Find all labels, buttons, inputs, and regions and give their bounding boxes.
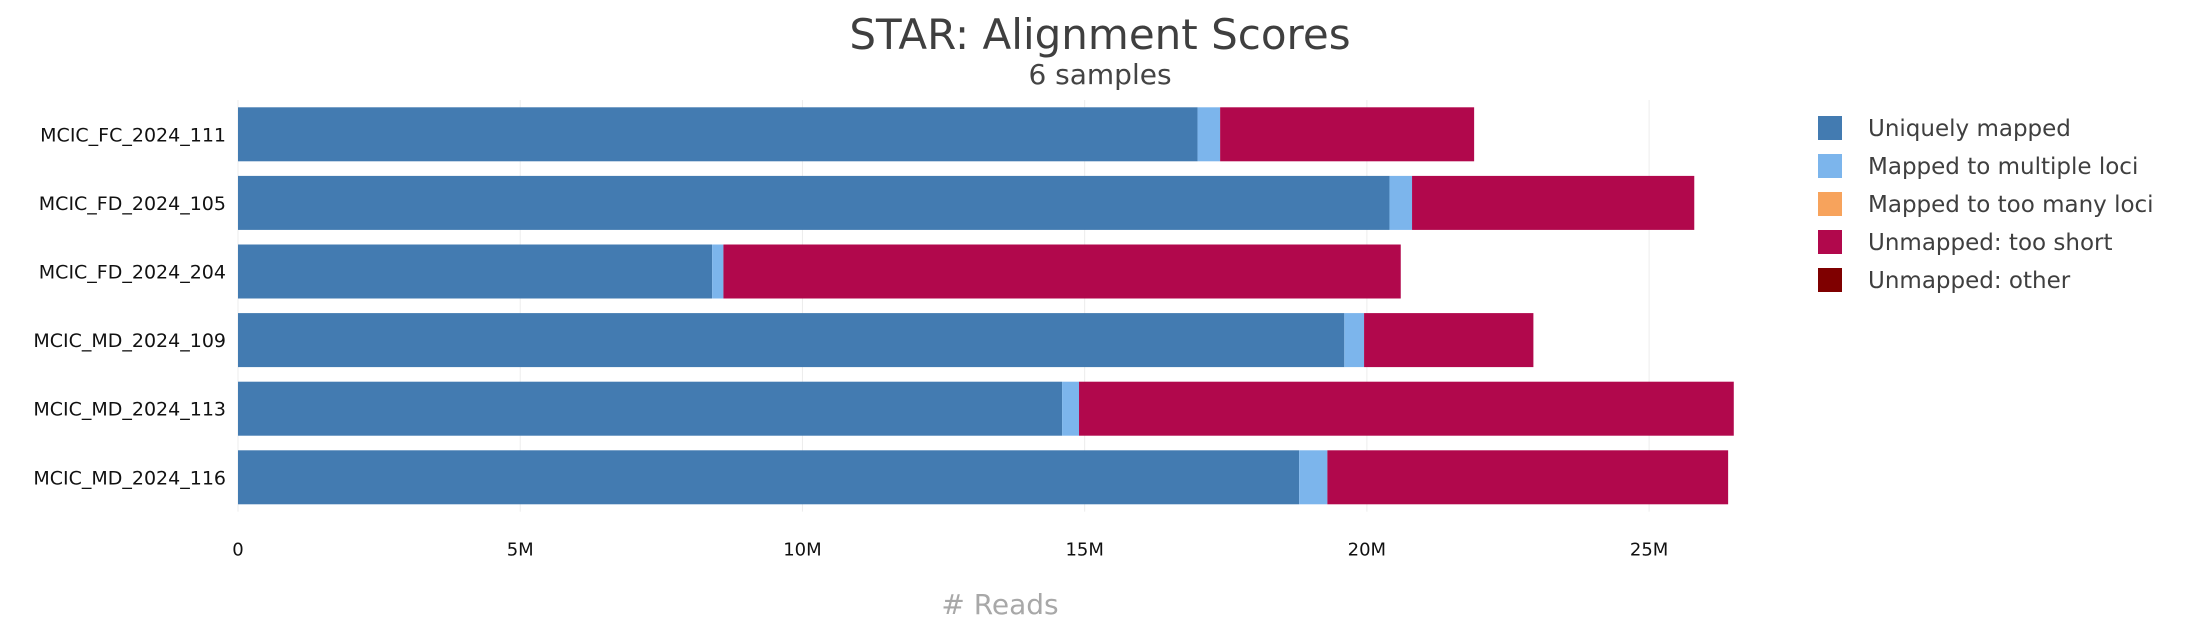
grid-lines — [237, 100, 1650, 512]
legend-item[interactable]: Uniquely mapped — [1818, 116, 2071, 142]
bar-segment[interactable] — [1389, 175, 1413, 230]
y-axis-label: MCIC_FD_2024_204 — [39, 262, 226, 284]
legend-swatch — [1818, 192, 1842, 216]
bar-segment[interactable] — [1344, 313, 1365, 368]
x-tick-label: 10M — [783, 540, 821, 561]
y-axis-labels: MCIC_FC_2024_111 MCIC_FD_2024_105 MCIC_FD_… — [33, 124, 226, 489]
legend-item[interactable]: Unmapped: other — [1818, 268, 2071, 294]
legend-item[interactable]: Unmapped: too short — [1818, 230, 2113, 256]
bar-segment[interactable] — [238, 381, 1063, 436]
chart-subtitle: 6 samples — [1028, 58, 1171, 91]
bar-segment[interactable] — [723, 244, 1401, 299]
legend-label: Unmapped: too short — [1868, 230, 2113, 256]
y-axis-label: MCIC_MD_2024_116 — [33, 467, 226, 489]
bar-segment[interactable] — [238, 313, 1345, 368]
legend-swatch — [1818, 116, 1842, 140]
bar-segment[interactable] — [238, 244, 713, 299]
bar-segment[interactable] — [1079, 381, 1734, 436]
bar-segment[interactable] — [712, 244, 724, 299]
x-axis-ticks: 0 5M 10M 15M 20M 25M — [232, 540, 1668, 561]
x-tick-label: 15M — [1065, 540, 1103, 561]
legend-swatch — [1818, 268, 1842, 292]
bar-segment[interactable] — [1062, 381, 1080, 436]
legend-item[interactable]: Mapped to too many loci — [1818, 192, 2154, 218]
chart-title: STAR: Alignment Scores — [849, 10, 1350, 59]
legend[interactable]: Uniquely mapped Mapped to multiple loci Ma… — [1818, 116, 2154, 294]
legend-item[interactable]: Mapped to multiple loci — [1818, 154, 2138, 180]
bar-segment[interactable] — [1412, 175, 1695, 230]
x-tick-label: 0 — [232, 540, 243, 561]
legend-swatch — [1818, 154, 1842, 178]
bar-segment[interactable] — [238, 450, 1300, 505]
x-tick-label: 25M — [1630, 540, 1668, 561]
x-axis-title: # Reads — [941, 588, 1058, 621]
y-axis-label: MCIC_MD_2024_109 — [33, 330, 226, 352]
x-tick-label: 20M — [1348, 540, 1386, 561]
bar-segment[interactable] — [1197, 107, 1221, 162]
legend-label: Uniquely mapped — [1868, 116, 2071, 142]
legend-label: Mapped to multiple loci — [1868, 154, 2138, 180]
legend-swatch — [1818, 230, 1842, 254]
bar-segment[interactable] — [1327, 450, 1729, 505]
bar-segment[interactable] — [1364, 313, 1534, 368]
bar-segment[interactable] — [1299, 450, 1328, 505]
legend-label: Unmapped: other — [1868, 268, 2071, 294]
x-tick-label: 5M — [507, 540, 534, 561]
y-axis-label: MCIC_FD_2024_105 — [39, 193, 226, 215]
bar-segment[interactable] — [1220, 107, 1475, 162]
y-axis-label: MCIC_FC_2024_111 — [40, 124, 226, 146]
bar-segment[interactable] — [238, 175, 1390, 230]
legend-label: Mapped to too many loci — [1868, 192, 2154, 218]
bar-segment[interactable] — [238, 107, 1198, 162]
y-axis-label: MCIC_MD_2024_113 — [33, 399, 226, 421]
bars — [238, 107, 1734, 505]
